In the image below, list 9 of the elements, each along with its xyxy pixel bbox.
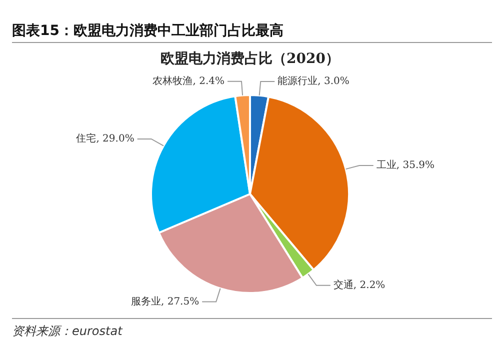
- slice-label: 工业, 35.9%: [376, 159, 434, 172]
- slice-label: 服务业, 27.5%: [130, 295, 200, 308]
- slice-label: 农林牧渔, 2.4%: [152, 74, 224, 87]
- chart-title: 欧盟电力消费占比（2020）: [160, 50, 340, 68]
- slice-label: 交通, 2.2%: [333, 279, 386, 292]
- chart-subtitle: 图表15：欧盟电力消费中工业部门占比最高: [12, 22, 284, 40]
- text: 资料来源：eurostat: [12, 323, 122, 340]
- slice-label: 住宅, 29.0%: [76, 132, 134, 145]
- slice-label: 能源行业, 3.0%: [278, 75, 350, 88]
